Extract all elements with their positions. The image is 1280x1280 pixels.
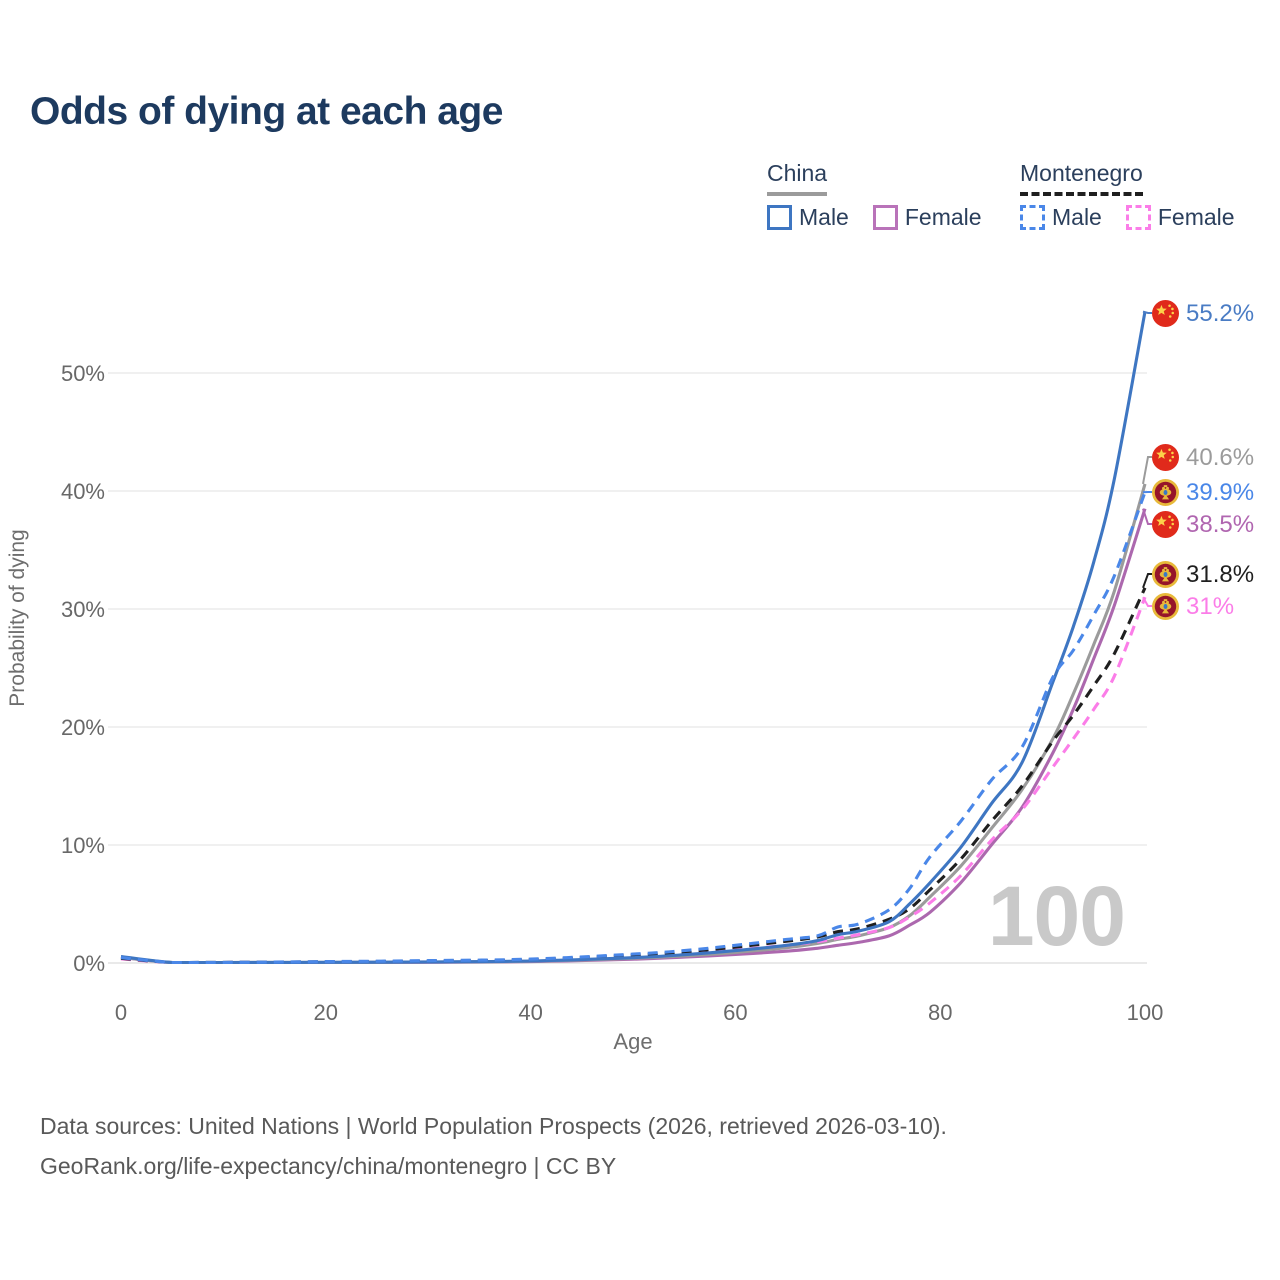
legend-group-title-china: China [767,160,828,196]
china-flag-icon [1152,299,1179,327]
legend-swatch-icon [1020,205,1045,230]
series-line-montenegro-male [120,491,1147,965]
x-tick-20: 20 [314,1000,338,1025]
legend-swatch-icon [767,205,792,230]
china-flag-icon [1152,510,1179,538]
montenegro-flag-icon [1152,560,1179,588]
legend-item-montenegro-male[interactable]: Male [1020,204,1102,231]
footer-sources: Data sources: United Nations | World Pop… [40,1113,947,1139]
legend-group-china: China Male Female [767,160,1006,231]
end-label-value: 38.5% [1186,510,1255,538]
footer: Data sources: United Nations | World Pop… [40,1106,947,1186]
series-line-china-male [120,311,1147,965]
end-label-39.9pct: 39.9% [1152,478,1254,506]
y-tick-10: 10% [61,833,105,858]
x-tick-100: 100 [1127,1000,1164,1025]
y-tick-30: 30% [61,597,105,622]
age-watermark: 100 [987,869,1126,963]
montenegro-flag-icon [1152,592,1179,620]
end-label-connector [1142,456,1152,485]
x-tick-60: 60 [723,1000,747,1025]
y-tick-50: 50% [61,361,105,386]
end-label-55.2pct: 55.2% [1152,299,1254,327]
end-label-value: 31% [1186,592,1235,620]
end-label-value: 39.9% [1186,478,1255,506]
legend-item-label: Female [1157,204,1235,230]
x-tick-80: 80 [928,1000,952,1025]
legend-items-china: Male Female [767,204,1006,231]
legend-group-montenegro: Montenegro Male Female [1020,160,1259,231]
legend-group-title-montenegro: Montenegro [1020,160,1143,196]
y-tick-20: 20% [61,715,105,740]
legend-item-label: Male [1052,204,1102,230]
end-label-connector [1142,596,1152,607]
legend-swatch-icon [872,205,898,230]
end-label-value: 55.2% [1186,299,1255,327]
chart-title: Odds of dying at each age [30,90,503,133]
legend-item-china-female[interactable]: Female [872,204,982,231]
end-label-31pct: 31% [1152,592,1234,620]
y-tick-0: 0% [73,951,105,976]
end-label-38.5pct: 38.5% [1152,510,1254,538]
end-label-connector [1142,310,1152,314]
legend-item-montenegro-female[interactable]: Female [1125,204,1235,231]
end-label-connector [1142,573,1152,589]
x-tick-0: 0 [115,1000,127,1025]
legend-item-label: Female [904,204,982,230]
end-label-40.6pct: 40.6% [1152,443,1254,471]
end-label-value: 40.6% [1186,443,1255,471]
legend-item-china-male[interactable]: Male [767,204,849,231]
x-tick-40: 40 [518,1000,542,1025]
end-label-connector [1142,508,1152,525]
series-line-montenegro-female [120,596,1147,965]
y-tick-40: 40% [61,479,105,504]
legend-swatch-icon [1125,205,1151,230]
y-axis-title: Probability of dying [6,529,29,707]
end-label-31.8pct: 31.8% [1152,560,1254,588]
china-flag-icon [1152,443,1179,471]
montenegro-flag-icon [1152,478,1179,506]
x-axis-title: Age [613,1029,652,1054]
series-line-montenegro-total [120,587,1147,965]
legend-items-montenegro: Male Female [1020,204,1259,231]
footer-attribution: GeoRank.org/life-expectancy/china/monten… [40,1153,617,1179]
legend-item-label: Male [799,204,849,230]
end-label-value: 31.8% [1186,560,1255,588]
